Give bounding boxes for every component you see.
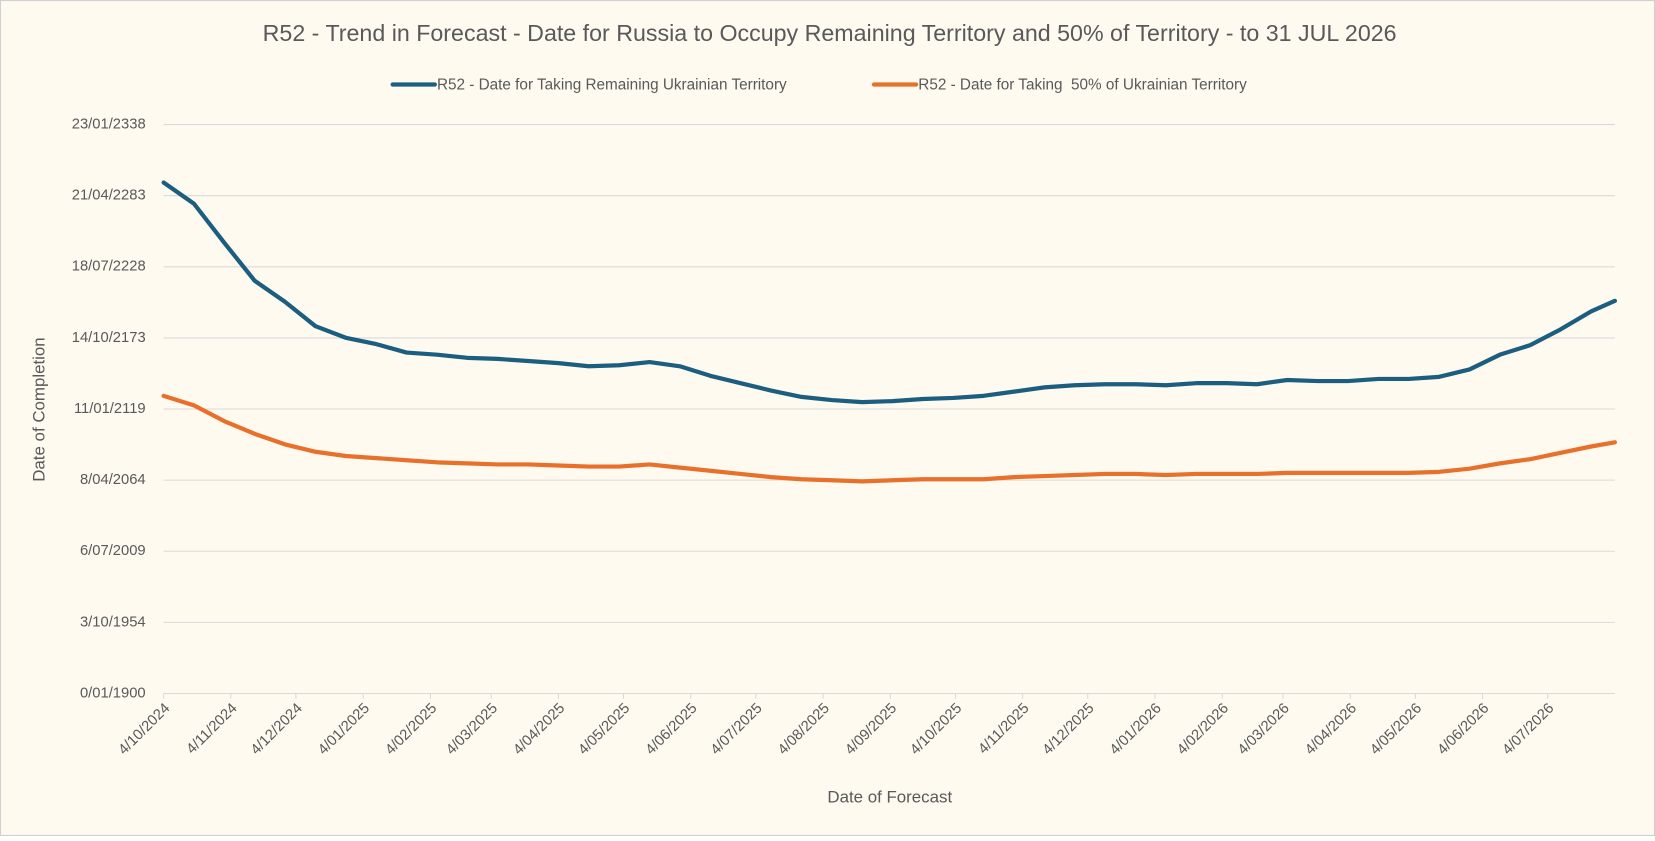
y-tick-label: 0/01/1900 bbox=[80, 685, 146, 701]
y-tick-label: 8/04/2064 bbox=[80, 472, 146, 488]
y-tick-label: 6/07/2009 bbox=[80, 543, 146, 559]
y-tick-label: 11/01/2119 bbox=[74, 401, 146, 417]
series-line bbox=[161, 393, 1618, 484]
y-tick-label: 18/07/2228 bbox=[72, 259, 146, 275]
series-line bbox=[161, 180, 1618, 405]
y-tick-label: 21/04/2283 bbox=[72, 188, 146, 204]
legend-label: R52 - Date for Taking Remaining Ukrainia… bbox=[437, 77, 787, 94]
legend-label: R52 - Date for Taking 50% of Ukrainian T… bbox=[918, 77, 1247, 94]
y-axis-title: Date of Completion bbox=[30, 337, 49, 481]
y-tick-label: 23/01/2338 bbox=[72, 116, 146, 132]
y-tick-label: 3/10/1954 bbox=[80, 614, 146, 630]
y-tick-label: 14/10/2173 bbox=[72, 330, 146, 346]
chart-title: R52 - Trend in Forecast - Date for Russi… bbox=[263, 20, 1397, 46]
x-axis-title: Date of Forecast bbox=[827, 787, 952, 806]
